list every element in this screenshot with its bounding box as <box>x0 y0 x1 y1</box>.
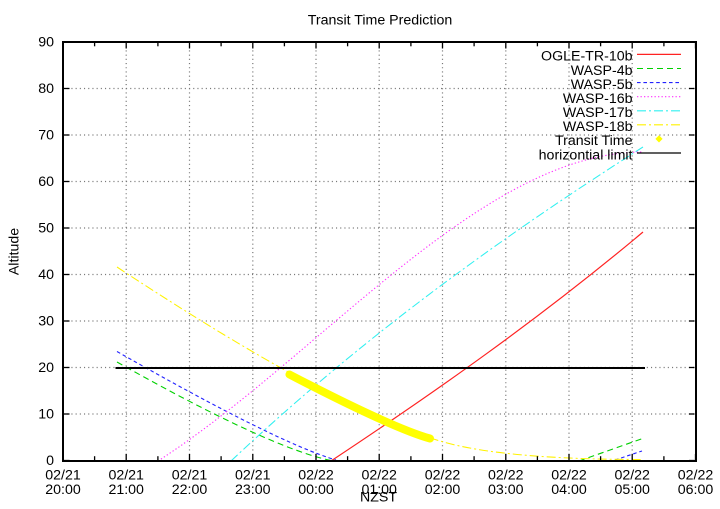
svg-text:22:00: 22:00 <box>172 482 208 498</box>
svg-text:20: 20 <box>38 360 54 376</box>
svg-text:WASP-4b: WASP-4b <box>571 63 633 79</box>
svg-text:02/22: 02/22 <box>551 467 587 483</box>
svg-text:04:00: 04:00 <box>551 482 587 498</box>
svg-text:02/21: 02/21 <box>235 467 271 483</box>
svg-text:Transit Time: Transit Time <box>555 133 633 149</box>
svg-text:NZST: NZST <box>360 490 397 505</box>
svg-text:02/22: 02/22 <box>614 467 650 483</box>
svg-text:WASP-5b: WASP-5b <box>571 77 633 93</box>
svg-text:WASP-17b: WASP-17b <box>563 105 633 121</box>
svg-text:02/21: 02/21 <box>45 467 81 483</box>
svg-text:80: 80 <box>38 81 54 97</box>
svg-text:90: 90 <box>38 35 54 51</box>
svg-text:30: 30 <box>38 314 54 330</box>
svg-text:0: 0 <box>46 453 54 469</box>
svg-text:10: 10 <box>38 407 54 423</box>
svg-text:70: 70 <box>38 128 54 144</box>
svg-text:WASP-16b: WASP-16b <box>563 91 633 107</box>
svg-text:02/22: 02/22 <box>678 467 714 483</box>
svg-text:02/21: 02/21 <box>172 467 208 483</box>
svg-text:05:00: 05:00 <box>614 482 650 498</box>
svg-text:horizontial limit: horizontial limit <box>539 147 633 163</box>
svg-text:02/22: 02/22 <box>298 467 334 483</box>
svg-text:23:00: 23:00 <box>235 482 271 498</box>
svg-text:Transit Time Prediction: Transit Time Prediction <box>308 13 453 29</box>
svg-text:20:00: 20:00 <box>45 482 81 498</box>
svg-text:02/22: 02/22 <box>425 467 461 483</box>
svg-text:02:00: 02:00 <box>425 482 461 498</box>
svg-text:01:00: 01:00 <box>361 482 397 498</box>
svg-text:02/21: 02/21 <box>108 467 144 483</box>
svg-text:03:00: 03:00 <box>488 482 524 498</box>
svg-text:02/22: 02/22 <box>361 467 397 483</box>
svg-text:50: 50 <box>38 221 54 237</box>
svg-text:WASP-18b: WASP-18b <box>563 119 633 135</box>
svg-text:OGLE-TR-10b: OGLE-TR-10b <box>541 49 633 65</box>
svg-text:21:00: 21:00 <box>108 482 144 498</box>
svg-text:40: 40 <box>38 267 54 283</box>
svg-text:Altitude: Altitude <box>7 228 23 275</box>
svg-text:02/22: 02/22 <box>488 467 524 483</box>
svg-text:00:00: 00:00 <box>298 482 334 498</box>
svg-text:06:00: 06:00 <box>678 482 714 498</box>
svg-text:60: 60 <box>38 174 54 190</box>
